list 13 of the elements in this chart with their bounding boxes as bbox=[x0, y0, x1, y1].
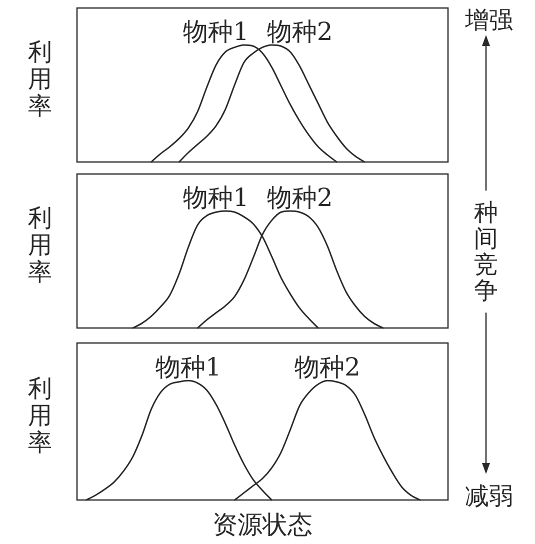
series-label: 物种1 bbox=[182, 182, 249, 212]
x-axis-title: 资源状态 bbox=[212, 510, 312, 539]
text: 减弱 bbox=[465, 482, 513, 510]
y-axis-title: 利用率 bbox=[28, 204, 52, 286]
y-axis-title: 利用率 bbox=[28, 374, 52, 457]
series-label: 物种2 bbox=[266, 182, 333, 212]
series-label: 物种2 bbox=[294, 352, 360, 382]
text: 种间竞争 bbox=[474, 198, 498, 305]
y-axis-title: 利用率 bbox=[28, 38, 52, 120]
series-label: 物种2 bbox=[266, 16, 333, 46]
text: 增强 bbox=[464, 6, 513, 34]
series-label: 物种1 bbox=[182, 16, 249, 46]
series-label: 物种1 bbox=[155, 352, 222, 382]
